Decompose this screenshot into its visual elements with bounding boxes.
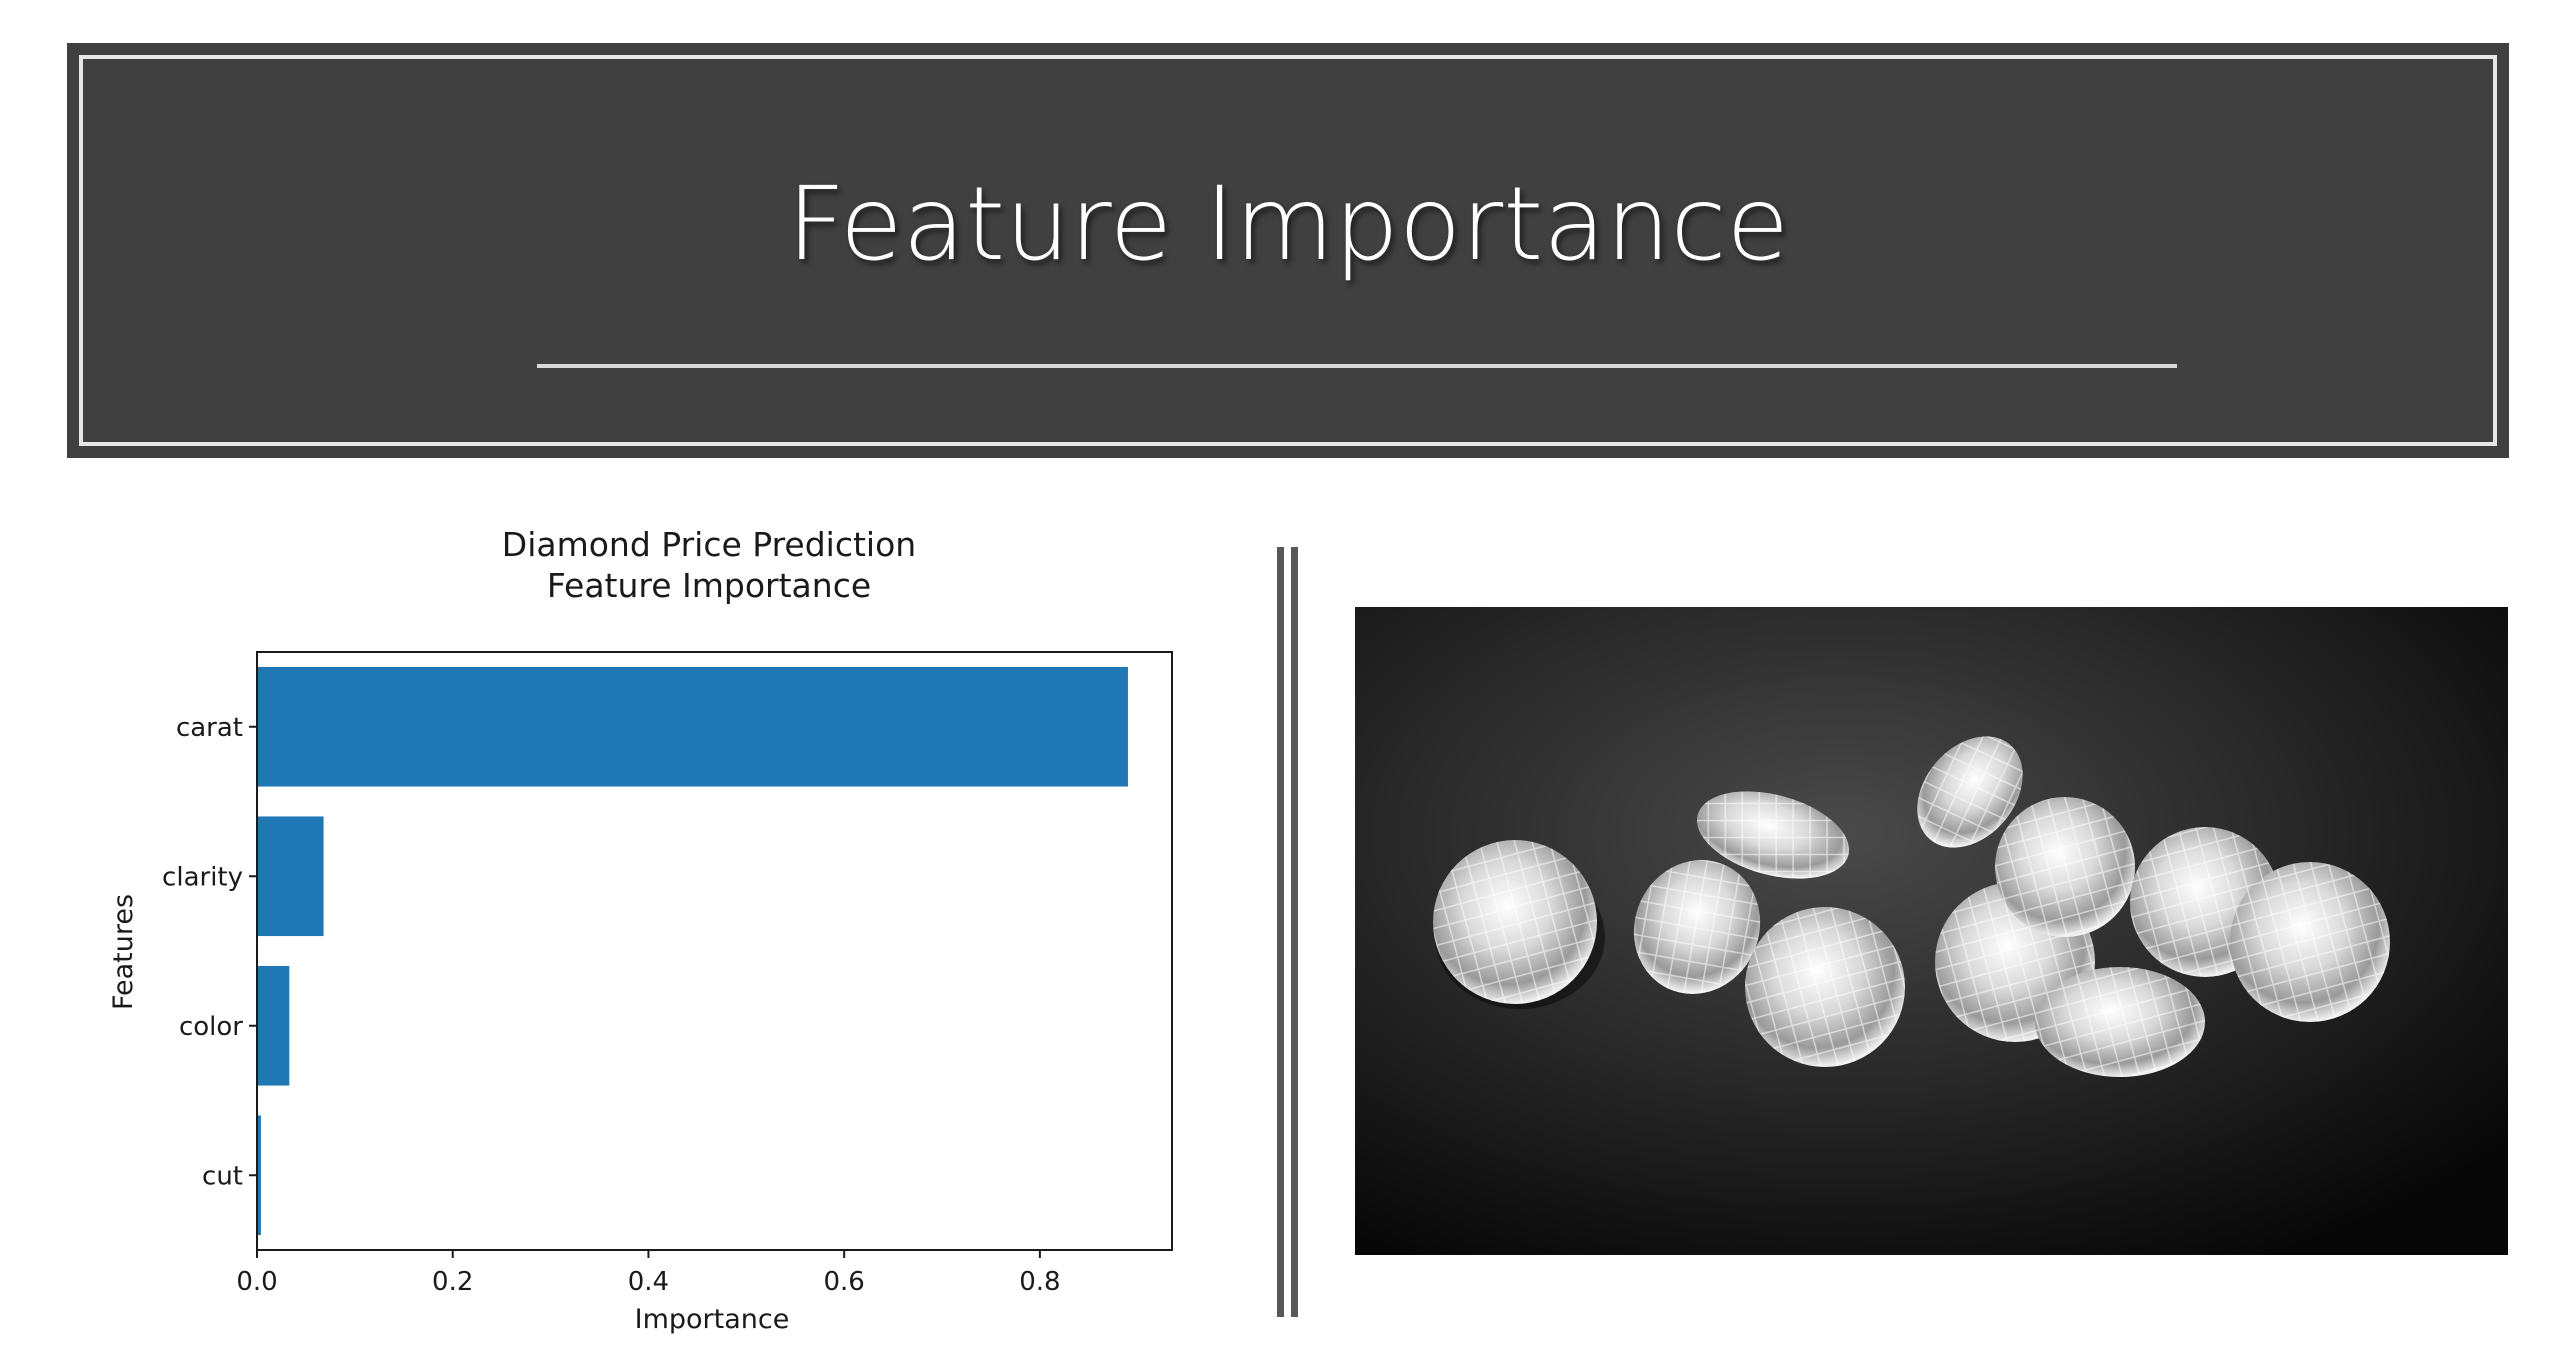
x-tick-label-4: 0.8	[1019, 1267, 1060, 1297]
chart-title-line-1: Diamond Price Prediction	[502, 525, 916, 564]
chart-title-line-2: Feature Importance	[547, 566, 871, 605]
bar-carat	[257, 666, 1128, 787]
bar-clarity	[257, 816, 324, 937]
bar-color	[257, 965, 290, 1086]
feature-importance-chart: Diamond Price Prediction Feature Importa…	[108, 525, 1173, 1335]
x-tick-label-3: 0.6	[823, 1267, 864, 1297]
chart-ticks: carat clarity color cut 0.0 0.2 0.4 0.6 0.8	[162, 713, 1061, 1297]
x-tick-label-2: 0.4	[628, 1267, 669, 1297]
title-underline	[537, 364, 2177, 368]
diamonds-photo	[1355, 607, 2508, 1255]
vertical-divider-right	[1291, 547, 1298, 1317]
chart-bars	[257, 666, 1128, 1236]
title-banner: Feature Importance	[67, 43, 2509, 458]
y-tick-label-cut: cut	[202, 1161, 243, 1191]
plot-frame	[256, 651, 1173, 1251]
bar-cut	[257, 1115, 261, 1236]
x-tick-label-0: 0.0	[236, 1267, 277, 1297]
y-axis-label: Features	[108, 894, 139, 1010]
title-frame	[79, 55, 2497, 446]
diamond-shapes	[1433, 736, 2390, 1077]
vertical-divider-left	[1277, 547, 1284, 1317]
x-axis-label: Importance	[635, 1304, 790, 1335]
y-tick-label-color: color	[179, 1012, 243, 1042]
x-tick-label-1: 0.2	[432, 1267, 473, 1297]
y-tick-label-clarity: clarity	[162, 862, 243, 892]
y-tick-label-carat: carat	[176, 713, 243, 743]
slide-title: Feature Importance	[786, 165, 1790, 284]
